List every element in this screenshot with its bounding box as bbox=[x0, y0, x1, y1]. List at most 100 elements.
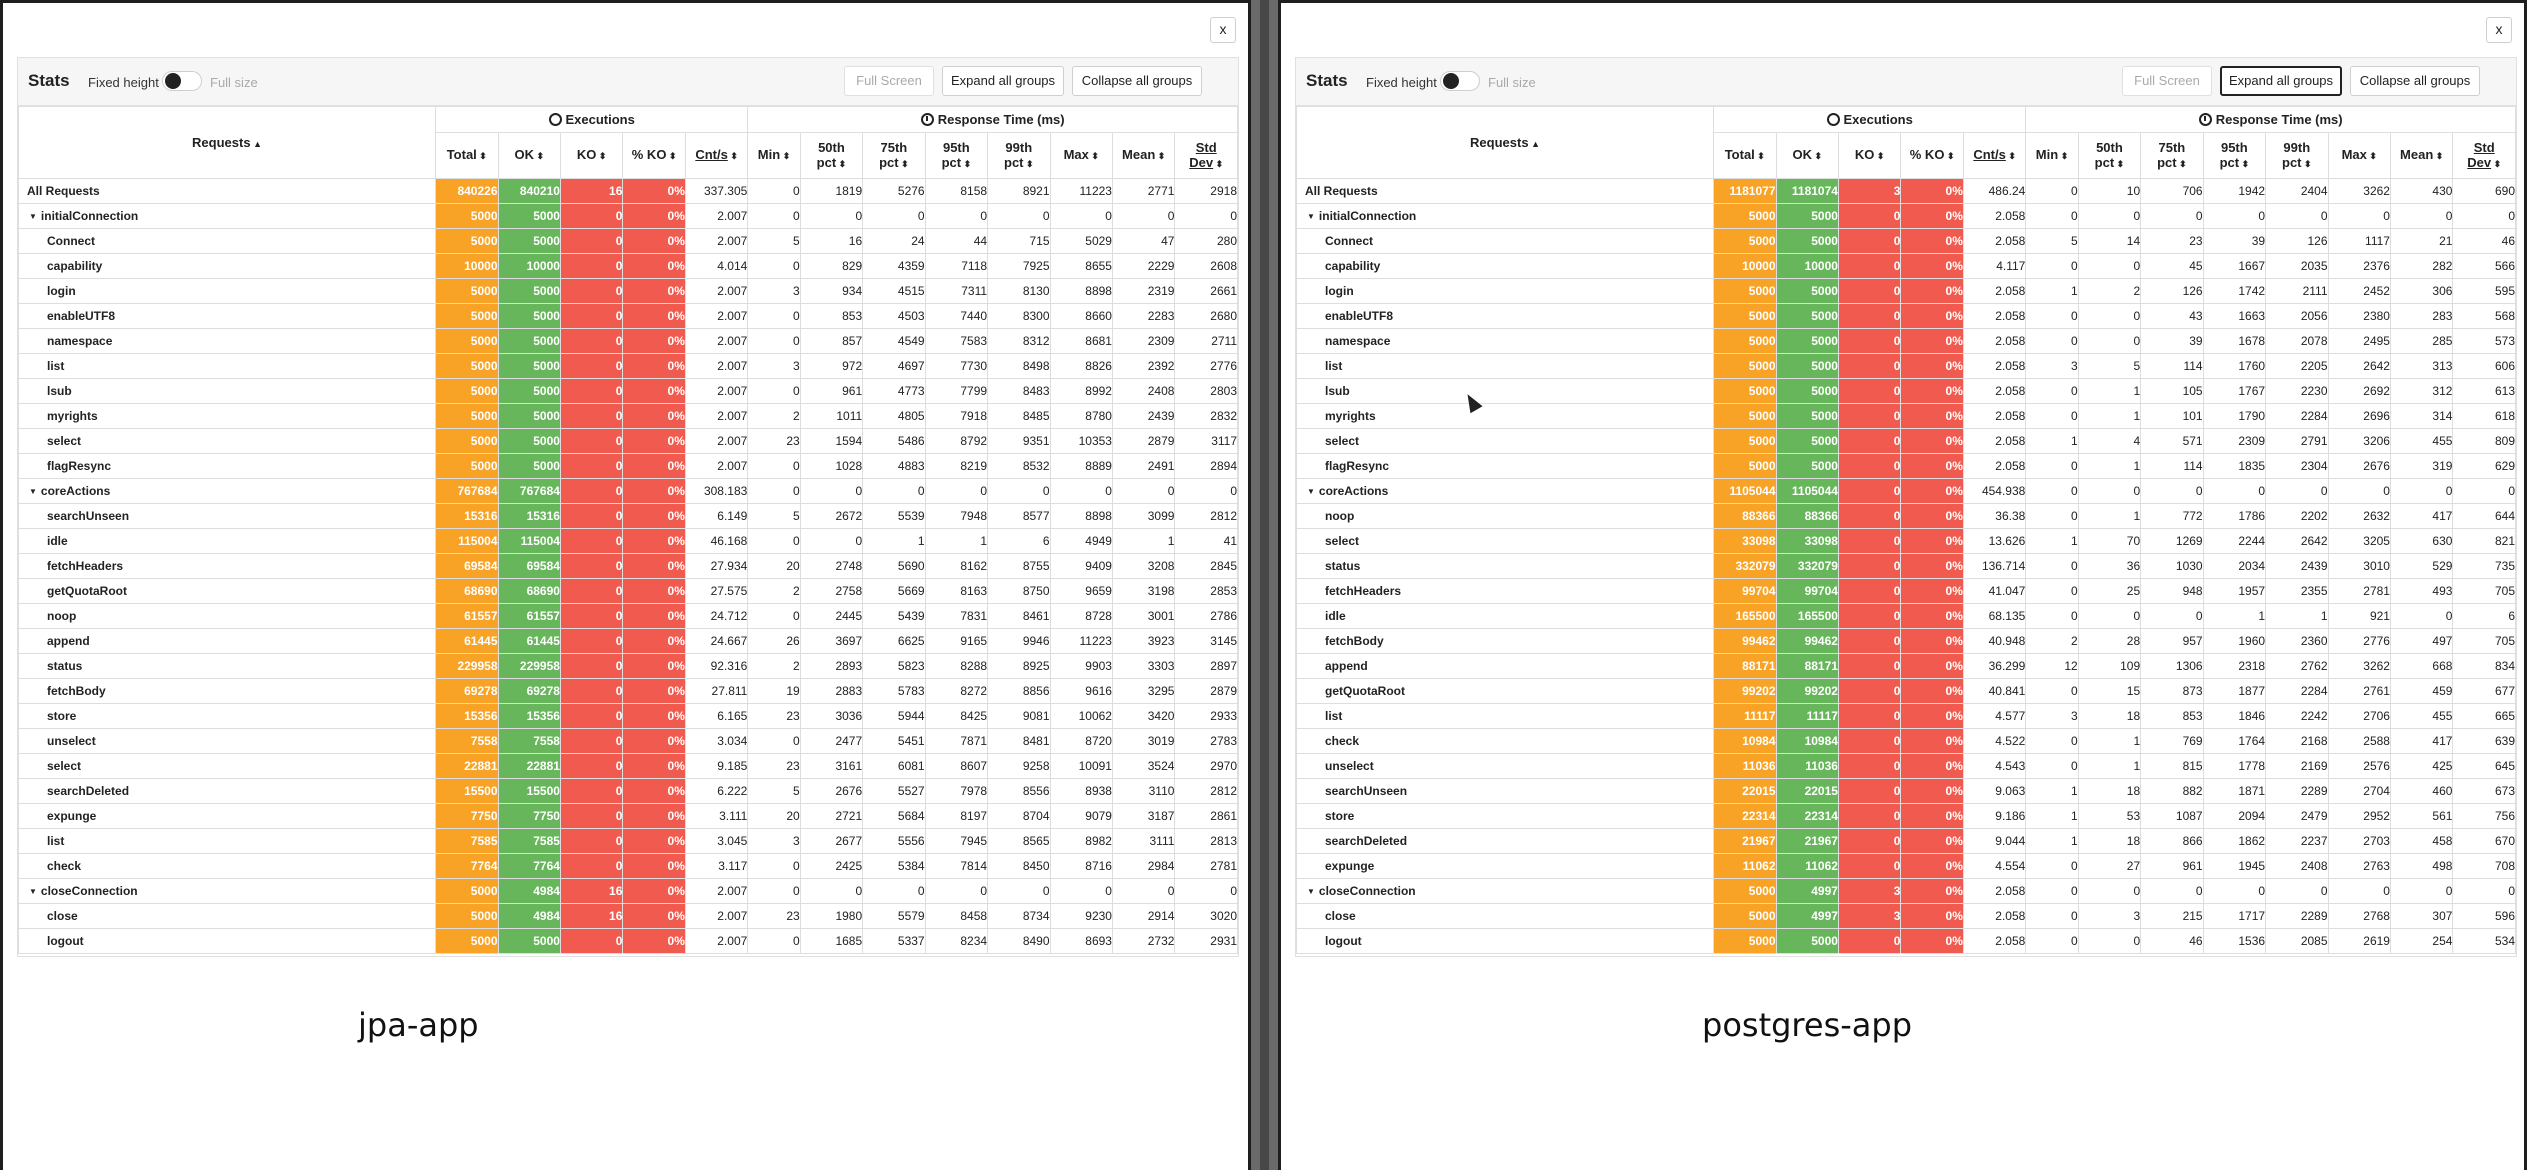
p50-column-header[interactable]: 50th pct ⬍ bbox=[799, 132, 864, 179]
mean-column-header[interactable]: Mean ⬍ bbox=[1111, 132, 1176, 179]
request-name-cell[interactable]: ▼ closeConnection bbox=[17, 878, 437, 904]
p75-cell: 0 bbox=[862, 203, 926, 229]
expand-caret-icon[interactable]: ▼ bbox=[29, 487, 37, 496]
ko-cell: 0 bbox=[1837, 528, 1902, 554]
p95-cell: 39 bbox=[2202, 228, 2267, 254]
request-name-cell[interactable]: ▼ initialConnection bbox=[17, 203, 437, 229]
expand-caret-icon[interactable]: ▼ bbox=[1307, 212, 1315, 221]
group-row[interactable]: ▼ initialConnection 5000 5000 0 0% 2.058 0 0 0 0 0 0… bbox=[1295, 203, 2516, 229]
expand-caret-icon[interactable]: ▼ bbox=[29, 887, 37, 896]
max-column-header[interactable]: Max ⬍ bbox=[2327, 132, 2391, 179]
request-name-cell[interactable]: ▼ closeConnection bbox=[1295, 878, 1715, 904]
request-name-cell: close bbox=[17, 903, 437, 929]
p99-column-header[interactable]: 99th pct ⬍ bbox=[2265, 132, 2329, 179]
mean-cell: 307 bbox=[2389, 903, 2454, 929]
cnt-per-sec-cell: 454.938 bbox=[1962, 478, 2027, 504]
request-name: list bbox=[47, 834, 65, 848]
sort-icon: ⬍ bbox=[2005, 151, 2016, 161]
expand-caret-icon[interactable]: ▼ bbox=[1307, 887, 1315, 896]
p50-column-header[interactable]: 50th pct ⬍ bbox=[2077, 132, 2142, 179]
request-name-cell[interactable]: ▼ coreActions bbox=[1295, 478, 1715, 504]
full-screen-button[interactable]: Full Screen bbox=[844, 66, 934, 96]
group-row[interactable]: ▼ coreActions 767684 767684 0 0% 308.183 0 0 0 0 0 0… bbox=[17, 478, 1238, 504]
p75-column-header[interactable]: 75th pct ⬍ bbox=[862, 132, 926, 179]
cnt-per-sec-column-header[interactable]: Cnt/s ⬍ bbox=[1962, 132, 2027, 179]
expand-all-groups-button[interactable]: Expand all groups bbox=[942, 66, 1064, 96]
mean-column-header[interactable]: Mean ⬍ bbox=[2389, 132, 2454, 179]
cnt-per-sec-cell: 2.007 bbox=[684, 353, 749, 379]
cnt-per-sec-cell: 337.305 bbox=[684, 178, 749, 204]
table-row: searchUnseen 22015 22015 0 0% 9.063 1 18 882 1871… bbox=[1295, 778, 2516, 804]
collapse-all-groups-button[interactable]: Collapse all groups bbox=[2350, 66, 2480, 96]
ko-column-header[interactable]: KO ⬍ bbox=[559, 132, 624, 179]
ok-column-header[interactable]: OK ⬍ bbox=[497, 132, 561, 179]
ko-cell: 0 bbox=[559, 328, 624, 354]
request-name: select bbox=[47, 759, 82, 773]
p50-cell: 0 bbox=[2077, 203, 2142, 229]
total-cell: 5000 bbox=[1713, 203, 1777, 229]
group-row[interactable]: ▼ closeConnection 5000 4997 3 0% 2.058 0 0 0 0 0 0 0 0 bbox=[1295, 878, 2516, 904]
std-dev-cell: 2813 bbox=[1174, 828, 1238, 854]
mean-cell: 2771 bbox=[1111, 178, 1176, 204]
std-dev-column-header[interactable]: Std Dev ⬍ bbox=[2452, 132, 2516, 179]
table-row: status 332079 332079 0 0% 136.714 0 36 1030 2034 2… bbox=[1295, 553, 2516, 579]
group-row[interactable]: ▼ coreActions 1105044 1105044 0 0% 454.938 0 0 0 0… bbox=[1295, 478, 2516, 504]
std-dev-cell: 690 bbox=[2452, 178, 2516, 204]
max-column-header[interactable]: Max ⬍ bbox=[1049, 132, 1113, 179]
ko-column-header[interactable]: KO ⬍ bbox=[1837, 132, 1902, 179]
expand-all-groups-button[interactable]: Expand all groups bbox=[2220, 66, 2342, 96]
total-cell: 11117 bbox=[1713, 703, 1777, 729]
pct-ko-cell: 0% bbox=[1900, 528, 1964, 554]
pct-ko-column-header[interactable]: % KO ⬍ bbox=[622, 132, 686, 179]
group-row[interactable]: ▼ initialConnection 5000 5000 0 0% 2.007 0 0 0 0 0 0… bbox=[17, 203, 1238, 229]
p95-cell: 7730 bbox=[924, 353, 989, 379]
fixed-height-toggle[interactable] bbox=[162, 71, 202, 91]
p50-cell: 0 bbox=[2077, 253, 2142, 279]
min-cell: 0 bbox=[2025, 603, 2079, 629]
p95-column-header[interactable]: 95th pct ⬍ bbox=[2202, 132, 2267, 179]
requests-column-header[interactable]: Requests ▲ bbox=[17, 106, 437, 179]
expand-caret-icon[interactable]: ▼ bbox=[1307, 487, 1315, 496]
fixed-height-toggle[interactable] bbox=[1440, 71, 1480, 91]
request-name: append bbox=[1325, 659, 1368, 673]
std-dev-column-header[interactable]: Std Dev ⬍ bbox=[1174, 132, 1238, 179]
ko-cell: 0 bbox=[559, 203, 624, 229]
p95-column-header[interactable]: 95th pct ⬍ bbox=[924, 132, 989, 179]
p99-cell: 2284 bbox=[2265, 678, 2329, 704]
collapse-all-groups-button[interactable]: Collapse all groups bbox=[1072, 66, 1202, 96]
max-cell: 9616 bbox=[1049, 678, 1113, 704]
min-column-header[interactable]: Min ⬍ bbox=[2025, 132, 2079, 179]
min-cell: 23 bbox=[747, 703, 801, 729]
close-button[interactable]: x bbox=[1210, 17, 1236, 43]
p99-column-header[interactable]: 99th pct ⬍ bbox=[987, 132, 1051, 179]
ok-column-header[interactable]: OK ⬍ bbox=[1775, 132, 1839, 179]
group-row[interactable]: ▼ closeConnection 5000 4984 16 0% 2.007 0 0 0 0 0 0 0… bbox=[17, 878, 1238, 904]
expand-caret-icon[interactable]: ▼ bbox=[29, 212, 37, 221]
pct-ko-cell: 0% bbox=[622, 453, 686, 479]
p75-column-header[interactable]: 75th pct ⬍ bbox=[2140, 132, 2204, 179]
std-dev-cell: 613 bbox=[2452, 378, 2516, 404]
cnt-per-sec-column-header[interactable]: Cnt/s ⬍ bbox=[684, 132, 749, 179]
request-name-cell[interactable]: ▼ initialConnection bbox=[1295, 203, 1715, 229]
requests-column-header[interactable]: Requests ▲ bbox=[1295, 106, 1715, 179]
min-cell: 0 bbox=[2025, 453, 2079, 479]
request-name-cell[interactable]: ▼ coreActions bbox=[17, 478, 437, 504]
close-button[interactable]: x bbox=[2486, 17, 2512, 43]
p75-cell: 853 bbox=[2140, 703, 2204, 729]
full-screen-button[interactable]: Full Screen bbox=[2122, 66, 2212, 96]
p95-cell: 7583 bbox=[924, 328, 989, 354]
min-cell: 0 bbox=[2025, 903, 2079, 929]
total-column-header[interactable]: Total ⬍ bbox=[1713, 132, 1777, 179]
ko-cell: 0 bbox=[1837, 553, 1902, 579]
table-row: check 7764 7764 0 0% 3.117 0 2425 5384 7814 8450 87… bbox=[17, 853, 1238, 879]
p50-cell: 3 bbox=[2077, 903, 2142, 929]
min-column-header[interactable]: Min ⬍ bbox=[747, 132, 801, 179]
ok-cell: 10984 bbox=[1775, 728, 1839, 754]
cnt-per-sec-cell: 2.007 bbox=[684, 453, 749, 479]
mean-cell: 2732 bbox=[1111, 928, 1176, 954]
pct-ko-column-header[interactable]: % KO ⬍ bbox=[1900, 132, 1964, 179]
total-column-header[interactable]: Total ⬍ bbox=[435, 132, 499, 179]
p75-cell: 126 bbox=[2140, 278, 2204, 304]
p99-cell: 8490 bbox=[987, 928, 1051, 954]
p50-cell: 2445 bbox=[799, 603, 864, 629]
